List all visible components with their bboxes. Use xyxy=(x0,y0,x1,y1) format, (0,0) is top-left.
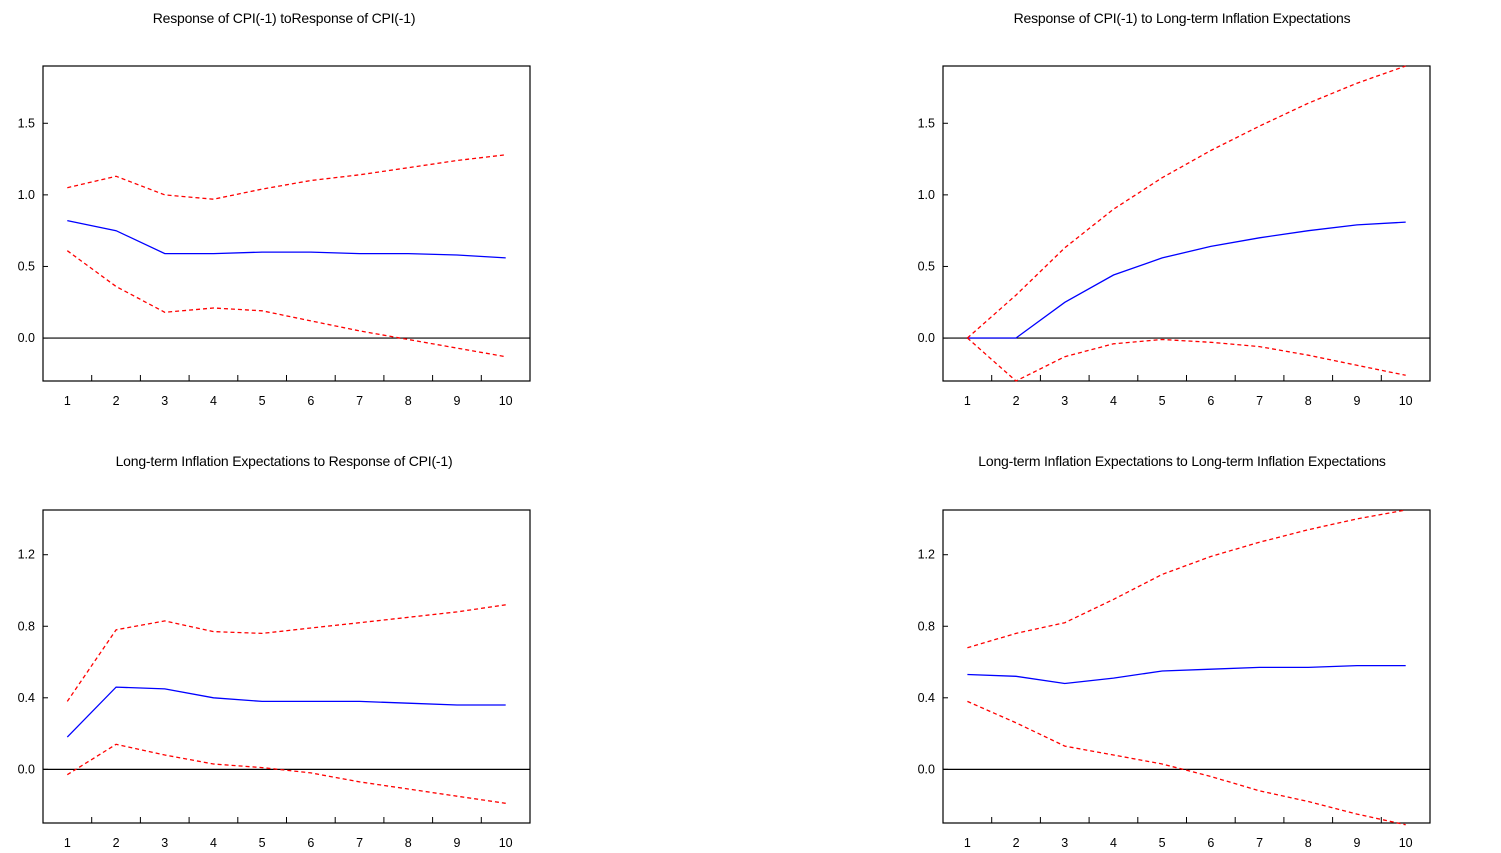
chart-title: Long-term Inflation Expectations to Resp… xyxy=(115,453,453,469)
x-tick-label: 9 xyxy=(1353,394,1360,408)
x-tick-label: 2 xyxy=(113,836,120,850)
x-tick-label: 3 xyxy=(161,836,168,850)
x-tick-label: 5 xyxy=(259,394,266,408)
y-tick-label: 0.8 xyxy=(18,619,35,633)
x-tick-label: 3 xyxy=(1061,394,1068,408)
x-tick-label: 3 xyxy=(1061,836,1068,850)
y-tick-label: 0.5 xyxy=(18,259,35,273)
x-tick-label: 4 xyxy=(210,394,217,408)
series-response-line xyxy=(66,686,506,738)
series-response-line xyxy=(67,219,506,259)
y-tick-label: 0.4 xyxy=(918,691,935,705)
y-tick-label: 1.5 xyxy=(918,116,935,130)
x-tick-label: 1 xyxy=(64,836,71,850)
series-lower-line xyxy=(66,743,506,804)
series-lower-line xyxy=(966,337,1406,382)
x-tick-label: 5 xyxy=(1159,836,1166,850)
y-tick-label: 0.5 xyxy=(918,259,935,273)
series-response-line xyxy=(967,221,1406,339)
x-tick-label: 4 xyxy=(1110,394,1117,408)
x-tick-label: 10 xyxy=(499,836,513,850)
series-upper-line xyxy=(967,509,1406,649)
x-tick-label: 9 xyxy=(453,394,460,408)
chart-title: Response of CPI(-1) to Long-term Inflati… xyxy=(1013,10,1351,26)
chart-panel-3: Long-term Inflation Expectations to Resp… xyxy=(0,0,750,853)
y-tick-label: 0.4 xyxy=(18,691,35,705)
x-tick-label: 4 xyxy=(210,836,217,850)
series-lower-line xyxy=(66,250,506,358)
y-tick-label: 0.0 xyxy=(918,331,935,345)
x-tick-label: 5 xyxy=(1159,394,1166,408)
chart-panel-1: Response of CPI(-1) toResponse of CPI(-1… xyxy=(0,0,750,426)
series-response-line xyxy=(967,664,1406,685)
x-tick-label: 2 xyxy=(1013,394,1020,408)
y-tick-label: 0.0 xyxy=(918,762,935,776)
chart-panel-2: Response of CPI(-1) to Long-term Inflati… xyxy=(0,0,1501,426)
y-tick-label: 1.0 xyxy=(918,188,935,202)
chart-plot: 0.0 0.5 1.0 1.5 1 2 3 4 5 6 7 8 9 10 xyxy=(918,65,1431,408)
y-tick-label: 0.8 xyxy=(918,619,935,633)
y-tick-label: 0.0 xyxy=(18,331,35,345)
series-upper-line xyxy=(66,604,506,702)
chart-title: Long-term Inflation Expectations to Long… xyxy=(978,453,1386,469)
x-tick-label: 6 xyxy=(307,394,314,408)
x-tick-label: 10 xyxy=(1399,836,1413,850)
x-tick-label: 6 xyxy=(1207,394,1214,408)
chart-title: Response of CPI(-1) toResponse of CPI(-1… xyxy=(152,10,416,26)
x-tick-label: 10 xyxy=(499,394,513,408)
x-tick-label: 1 xyxy=(64,394,71,408)
x-tick-label: 8 xyxy=(1305,836,1312,850)
x-tick-label: 3 xyxy=(161,394,168,408)
x-tick-label: 6 xyxy=(307,836,314,850)
x-tick-label: 2 xyxy=(1013,836,1020,850)
y-tick-label: 0.0 xyxy=(18,762,35,776)
x-tick-label: 7 xyxy=(1256,836,1263,850)
x-tick-label: 2 xyxy=(113,394,120,408)
x-tick-label: 4 xyxy=(1110,836,1117,850)
x-tick-label: 9 xyxy=(1353,836,1360,850)
y-tick-label: 1.2 xyxy=(918,548,935,562)
x-tick-label: 7 xyxy=(1256,394,1263,408)
x-tick-label: 10 xyxy=(1399,394,1413,408)
x-tick-label: 1 xyxy=(964,394,971,408)
x-tick-label: 6 xyxy=(1207,836,1214,850)
series-lower-line xyxy=(967,700,1406,826)
x-tick-label: 8 xyxy=(405,836,412,850)
series-upper-line xyxy=(67,154,506,200)
x-tick-label: 7 xyxy=(356,836,363,850)
x-tick-label: 8 xyxy=(1305,394,1312,408)
chart-plot: 0.0 0.4 0.8 1.2 1 2 3 4 5 6 7 8 9 10 xyxy=(18,509,531,850)
x-tick-label: 8 xyxy=(405,394,412,408)
x-tick-label: 9 xyxy=(453,836,460,850)
y-tick-label: 1.2 xyxy=(18,548,35,562)
x-tick-label: 1 xyxy=(964,836,971,850)
chart-plot: 0.0 0.5 1.0 1.5 1 2 3 4 5 6 7 8 9 10 xyxy=(18,65,531,408)
plot-frame xyxy=(942,509,1431,824)
y-tick-label: 1.5 xyxy=(18,116,35,130)
series-upper-line xyxy=(966,65,1406,339)
x-tick-label: 7 xyxy=(356,394,363,408)
y-tick-label: 1.0 xyxy=(18,188,35,202)
x-tick-label: 5 xyxy=(259,836,266,850)
